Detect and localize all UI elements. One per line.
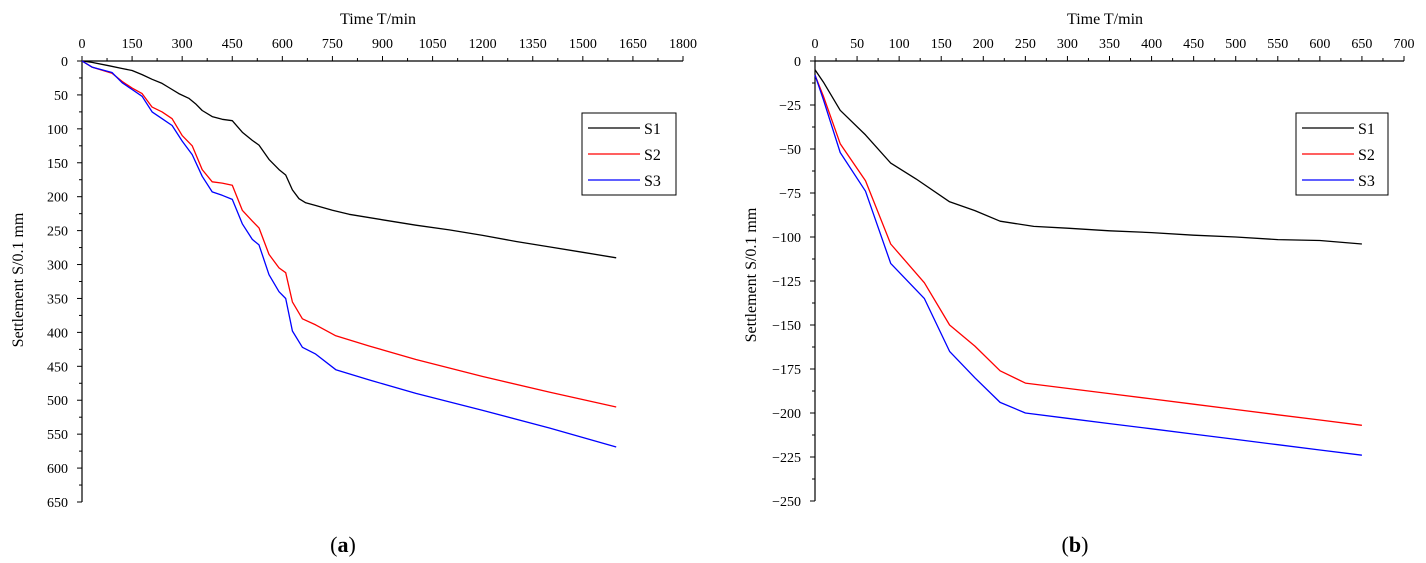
chart-panel-b: Time T/min Settlement S/0.1 mm 0 50 100 150 20… [743, 11, 1415, 557]
x-tick-label: 450 [1183, 37, 1204, 52]
x-axis-title: Time T/min [340, 11, 416, 28]
y-tick-label: 300 [47, 259, 68, 274]
y-tick-label: 600 [47, 462, 68, 477]
x-tick-label: 500 [1225, 37, 1246, 52]
x-tick-label: 1350 [519, 37, 547, 52]
y-tick-label: 400 [47, 326, 68, 341]
y-tick-label: 250 [47, 225, 68, 240]
x-tick-label: 1800 [669, 37, 697, 52]
x-tick-label: 50 [850, 37, 864, 52]
series-line-s2 [81, 60, 617, 408]
x-tick-label: 1200 [469, 37, 497, 52]
x-tick-label: 100 [889, 37, 910, 52]
y-axis-title: Settlement S/0.1 mm [743, 207, 760, 342]
legend-label-s3: S3 [1358, 173, 1375, 190]
y-tick-label: 100 [47, 123, 68, 138]
y-tick-label: −100 [772, 231, 801, 246]
series-line-s3 [814, 74, 1362, 456]
y-tick-label: 550 [47, 428, 68, 443]
y-tick-label: −50 [779, 143, 801, 158]
series-line-s2 [814, 74, 1362, 426]
chart-panel-a: Time T/min Settlement S/0.1 mm 0 150 300 450 6… [10, 11, 697, 557]
y-tick-label: −200 [772, 407, 801, 422]
y-tick-label: 0 [794, 55, 801, 70]
x-tick-label: 0 [79, 37, 86, 52]
y-tick-label: −125 [772, 275, 801, 290]
y-tick-label: −250 [772, 495, 801, 510]
y-tick-label: 50 [54, 89, 68, 104]
legend-label-s1: S1 [644, 121, 661, 138]
x-tick-label: 550 [1267, 37, 1288, 52]
legend-label-s2: S2 [1358, 147, 1375, 164]
series-line-s1 [814, 69, 1362, 245]
y-tick-label: −25 [779, 99, 801, 114]
y-tick-label: −175 [772, 363, 801, 378]
y-tick-label: 350 [47, 292, 68, 307]
x-tick-label: 700 [1394, 37, 1415, 52]
y-tick-label: 150 [47, 157, 68, 172]
series-line-s1 [81, 60, 617, 259]
x-tick-label: 1050 [419, 37, 447, 52]
x-tick-label: 0 [812, 37, 819, 52]
y-tick-label: 450 [47, 360, 68, 375]
x-tick-label: 600 [272, 37, 293, 52]
y-tick-label: 500 [47, 394, 68, 409]
y-tick-label: −225 [772, 451, 801, 466]
x-tick-label: 600 [1309, 37, 1330, 52]
x-tick-label: 200 [973, 37, 994, 52]
y-tick-label: 0 [61, 55, 68, 70]
series-line-s3 [81, 60, 617, 448]
y-tick-label: −75 [779, 187, 801, 202]
y-axis-title: Settlement S/0.1 mm [10, 212, 27, 347]
x-tick-label: 450 [222, 37, 243, 52]
y-tick-label: 200 [47, 191, 68, 206]
x-tick-label: 150 [931, 37, 952, 52]
x-tick-label: 150 [122, 37, 143, 52]
x-tick-label: 1650 [619, 37, 647, 52]
x-tick-label: 650 [1351, 37, 1372, 52]
x-tick-label: 750 [322, 37, 343, 52]
x-tick-label: 400 [1141, 37, 1162, 52]
panel-label: (b) [1062, 532, 1089, 557]
y-tick-label: 650 [47, 496, 68, 511]
y-tick-label: −150 [772, 319, 801, 334]
legend-label-s1: S1 [1358, 121, 1375, 138]
x-tick-label: 900 [372, 37, 393, 52]
x-tick-label: 1500 [569, 37, 597, 52]
x-tick-label: 250 [1015, 37, 1036, 52]
legend-label-s2: S2 [644, 147, 661, 164]
x-tick-label: 350 [1099, 37, 1120, 52]
x-tick-label: 300 [1057, 37, 1078, 52]
legend-label-s3: S3 [644, 173, 661, 190]
x-axis-title: Time T/min [1067, 11, 1143, 28]
panel-label: (a) [330, 532, 356, 557]
x-tick-label: 300 [172, 37, 193, 52]
